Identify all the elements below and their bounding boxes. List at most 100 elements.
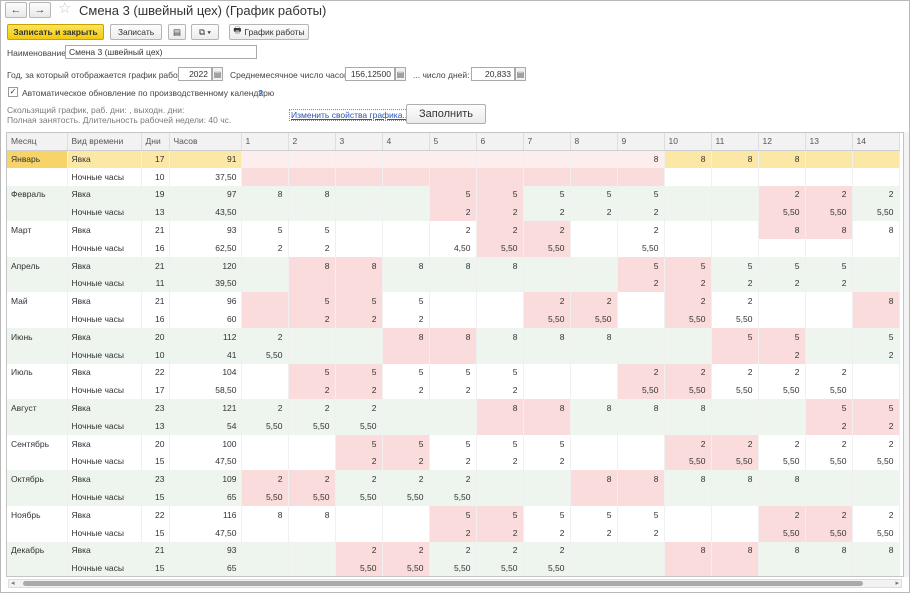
day-cell[interactable]: 8 xyxy=(711,470,759,489)
month-cell[interactable] xyxy=(7,488,68,506)
day-cell[interactable]: 8 xyxy=(288,505,336,524)
day-cell[interactable]: 5,50 xyxy=(429,559,477,576)
day-column-header[interactable]: 8 xyxy=(570,133,618,151)
day-cell[interactable]: 8 xyxy=(523,399,571,417)
day-cell[interactable] xyxy=(335,523,383,542)
hours-cell[interactable]: 62,50 xyxy=(169,238,242,257)
day-cell[interactable]: 5,50 xyxy=(382,488,430,506)
day-cell[interactable]: 2 xyxy=(664,274,712,293)
time-kind-cell[interactable]: Ночные часы xyxy=(67,452,142,471)
day-cell[interactable] xyxy=(241,381,289,400)
day-cell[interactable] xyxy=(711,559,759,576)
day-cell[interactable]: 5,50 xyxy=(288,488,336,506)
day-cell[interactable] xyxy=(523,256,571,275)
days-cell[interactable]: 23 xyxy=(141,399,170,417)
day-cell[interactable] xyxy=(523,150,571,168)
month-cell[interactable] xyxy=(7,274,68,293)
day-cell[interactable] xyxy=(805,345,853,364)
days-cell[interactable]: 10 xyxy=(141,167,170,186)
day-cell[interactable] xyxy=(523,416,571,435)
day-cell[interactable]: 8 xyxy=(852,292,900,311)
day-cell[interactable]: 5 xyxy=(429,363,477,382)
day-cell[interactable] xyxy=(852,381,900,400)
day-cell[interactable] xyxy=(241,541,289,560)
day-cell[interactable] xyxy=(429,292,477,311)
day-cell[interactable]: 8 xyxy=(852,541,900,560)
time-kind-cell[interactable]: Явка xyxy=(67,327,142,346)
hours-cell[interactable]: 121 xyxy=(169,399,242,417)
day-cell[interactable] xyxy=(617,327,665,346)
fill-button[interactable]: Заполнить xyxy=(406,104,486,124)
day-cell[interactable] xyxy=(805,238,853,257)
day-cell[interactable]: 8 xyxy=(664,150,712,168)
day-cell[interactable] xyxy=(382,203,430,222)
day-cell[interactable]: 2 xyxy=(617,221,665,239)
day-cell[interactable]: 5,50 xyxy=(288,416,336,435)
day-cell[interactable] xyxy=(382,185,430,204)
day-cell[interactable]: 5 xyxy=(335,292,383,311)
scroll-thumb[interactable] xyxy=(23,581,863,586)
day-cell[interactable]: 5 xyxy=(382,292,430,311)
day-cell[interactable]: 8 xyxy=(711,541,759,560)
day-cell[interactable] xyxy=(429,399,477,417)
day-cell[interactable] xyxy=(335,167,383,186)
save-and-close-button[interactable]: Записать и закрыть xyxy=(7,24,104,40)
day-cell[interactable] xyxy=(288,434,336,453)
day-cell[interactable]: 2 xyxy=(476,452,524,471)
day-cell[interactable]: 5 xyxy=(335,434,383,453)
day-cell[interactable] xyxy=(852,363,900,382)
hours-cell[interactable]: 100 xyxy=(169,434,242,453)
days-cell[interactable]: 15 xyxy=(141,559,170,576)
day-column-header[interactable]: 4 xyxy=(382,133,430,151)
day-cell[interactable] xyxy=(476,470,524,489)
day-cell[interactable]: 8 xyxy=(617,399,665,417)
day-cell[interactable]: 8 xyxy=(664,399,712,417)
day-cell[interactable] xyxy=(758,416,806,435)
month-cell[interactable]: Декабрь xyxy=(7,541,68,560)
day-cell[interactable]: 5,50 xyxy=(476,238,524,257)
month-cell[interactable] xyxy=(7,452,68,471)
day-cell[interactable]: 8 xyxy=(758,541,806,560)
day-cell[interactable] xyxy=(382,167,430,186)
day-cell[interactable] xyxy=(711,167,759,186)
day-cell[interactable] xyxy=(852,274,900,293)
time-kind-cell[interactable]: Ночные часы xyxy=(67,381,142,400)
day-cell[interactable] xyxy=(335,274,383,293)
month-cell[interactable] xyxy=(7,203,68,222)
day-cell[interactable]: 2 xyxy=(476,381,524,400)
month-cell[interactable]: Октябрь xyxy=(7,470,68,489)
day-cell[interactable]: 2 xyxy=(288,310,336,328)
day-cell[interactable]: 8 xyxy=(805,221,853,239)
time-kind-cell[interactable]: Ночные часы xyxy=(67,559,142,576)
day-cell[interactable] xyxy=(758,167,806,186)
hours-cell[interactable]: 97 xyxy=(169,185,242,204)
day-cell[interactable]: 5 xyxy=(288,292,336,311)
table-row[interactable]: Ночные часы 15 65 5,50 5,50 5,50 5,50 5,50 xyxy=(7,488,900,506)
day-cell[interactable] xyxy=(664,185,712,204)
day-cell[interactable] xyxy=(288,541,336,560)
day-cell[interactable]: 5 xyxy=(805,399,853,417)
day-cell[interactable] xyxy=(758,399,806,417)
day-cell[interactable] xyxy=(523,488,571,506)
day-cell[interactable]: 5 xyxy=(382,363,430,382)
day-cell[interactable] xyxy=(476,150,524,168)
day-cell[interactable] xyxy=(570,221,618,239)
day-cell[interactable]: 8 xyxy=(852,221,900,239)
column-header[interactable]: Вид времени xyxy=(67,133,142,151)
day-cell[interactable]: 4,50 xyxy=(429,238,477,257)
hours-cell[interactable]: 96 xyxy=(169,292,242,311)
day-column-header[interactable]: 5 xyxy=(429,133,477,151)
day-cell[interactable]: 5 xyxy=(852,399,900,417)
day-cell[interactable]: 2 xyxy=(758,434,806,453)
day-cell[interactable]: 2 xyxy=(664,434,712,453)
time-kind-cell[interactable]: Явка xyxy=(67,256,142,275)
day-cell[interactable] xyxy=(664,221,712,239)
day-cell[interactable]: 2 xyxy=(711,274,759,293)
day-cell[interactable]: 2 xyxy=(617,523,665,542)
days-cell[interactable]: 15 xyxy=(141,452,170,471)
day-cell[interactable]: 5 xyxy=(288,363,336,382)
table-row[interactable]: Ночные часы 16 60 2 2 2 5,50 5,50 5,50 5,50 xyxy=(7,310,900,328)
month-cell[interactable]: Июнь xyxy=(7,327,68,346)
day-cell[interactable] xyxy=(617,434,665,453)
day-cell[interactable] xyxy=(476,345,524,364)
